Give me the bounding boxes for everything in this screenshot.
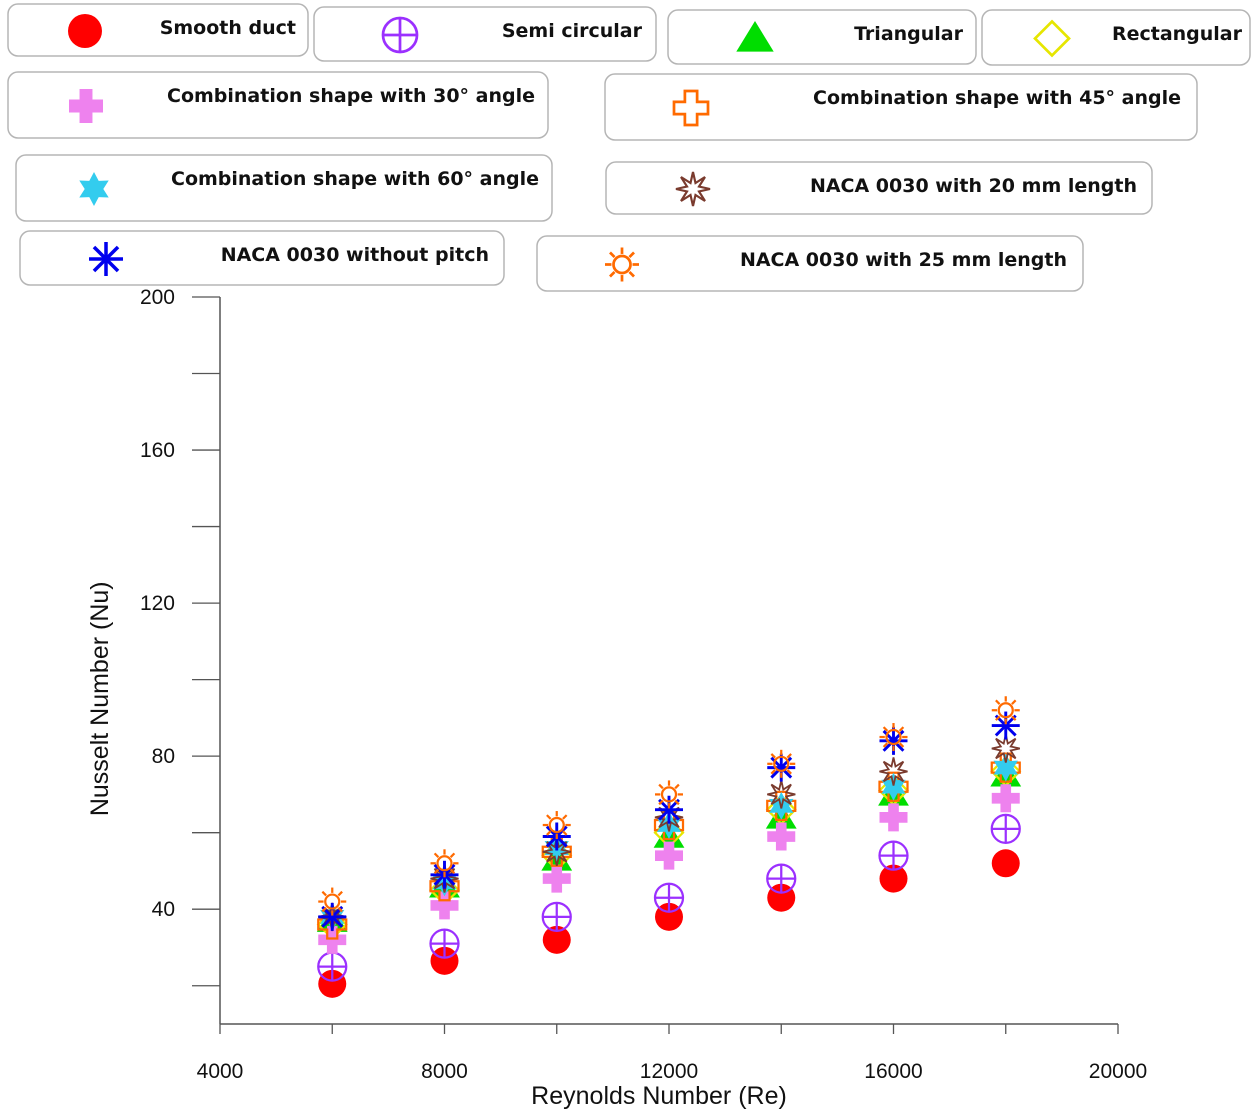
series-combination-shape-with-30-angle bbox=[318, 784, 1020, 954]
data-point bbox=[993, 753, 1018, 782]
data-point bbox=[318, 887, 347, 916]
legend-box bbox=[7, 71, 549, 139]
legend-marker bbox=[381, 16, 419, 54]
legend-item-combination-shape-with-60-angle: Combination shape with 60° angle bbox=[15, 154, 553, 222]
y-tick-label: 200 bbox=[140, 286, 175, 309]
data-point bbox=[542, 864, 571, 893]
data-point bbox=[318, 902, 347, 931]
legend-marker bbox=[1033, 19, 1071, 58]
legend-label: Smooth duct bbox=[160, 17, 296, 39]
axes: 40 80 120 160 200 4000 8000 12000 16000 20000 Reyn… bbox=[86, 286, 1147, 1109]
data-point bbox=[879, 723, 908, 752]
legend-item-rectangular: Rectangular bbox=[981, 9, 1251, 66]
legend-item-triangular: Triangular bbox=[667, 9, 977, 65]
data-point bbox=[655, 795, 683, 824]
data-point bbox=[653, 882, 685, 913]
legend-box bbox=[605, 161, 1153, 215]
legend-marker bbox=[69, 89, 103, 123]
legend-item-naca-0030-with-20-mm-length: NACA 0030 with 20 mm length bbox=[605, 161, 1153, 215]
data-point bbox=[879, 803, 908, 832]
data-point bbox=[879, 757, 908, 786]
legend-marker bbox=[89, 242, 123, 276]
data-point bbox=[766, 863, 797, 894]
data-point bbox=[878, 840, 909, 871]
legend-marker bbox=[736, 21, 774, 52]
x-tick-label: 12000 bbox=[640, 1060, 698, 1083]
data-point bbox=[991, 734, 1020, 763]
data-point bbox=[542, 811, 571, 840]
legend-item-combination-shape-with-30-angle: Combination shape with 30° angle bbox=[7, 71, 549, 139]
legend-label: NACA 0030 without pitch bbox=[221, 244, 489, 266]
legend-item-naca-0030-without-pitch: NACA 0030 without pitch bbox=[19, 230, 505, 286]
legend-marker bbox=[605, 247, 639, 282]
data-point bbox=[542, 925, 571, 954]
legend-label: NACA 0030 with 25 mm length bbox=[740, 249, 1067, 271]
legend-box bbox=[536, 235, 1084, 292]
data-point bbox=[767, 822, 796, 851]
data-point bbox=[430, 946, 459, 975]
legend-marker bbox=[79, 172, 109, 206]
legend-label: Combination shape with 60° angle bbox=[171, 168, 539, 190]
legend-item-semi-circular: Semi circular bbox=[313, 6, 657, 62]
data-point bbox=[541, 901, 572, 932]
data-point bbox=[655, 841, 683, 870]
data-point bbox=[655, 780, 683, 809]
y-tick-label: 80 bbox=[152, 745, 175, 768]
x-tick-label: 8000 bbox=[421, 1060, 468, 1083]
legend-box bbox=[15, 154, 553, 222]
data-point bbox=[767, 749, 796, 778]
legend-label: Semi circular bbox=[502, 20, 643, 42]
series-naca-0030-with-25-mm-length bbox=[318, 696, 1020, 916]
y-axis-title: Nusselt Number (Nu) bbox=[86, 581, 114, 816]
plot-area bbox=[316, 696, 1022, 998]
legend-item-combination-shape-with-45-angle: Combination shape with 45° angle bbox=[604, 73, 1198, 141]
legend-label: NACA 0030 with 20 mm length bbox=[810, 175, 1137, 197]
y-tick-label: 160 bbox=[140, 439, 175, 462]
data-point bbox=[318, 925, 347, 954]
legend-label: Rectangular bbox=[1112, 23, 1243, 45]
data-point bbox=[654, 803, 684, 832]
data-point bbox=[991, 849, 1020, 878]
legend-box bbox=[19, 230, 505, 286]
series-smooth-duct bbox=[318, 849, 1020, 998]
data-point bbox=[991, 784, 1020, 813]
data-point bbox=[318, 969, 347, 998]
data-point bbox=[991, 696, 1020, 725]
x-tick-label: 16000 bbox=[864, 1060, 922, 1083]
legend: Smooth duct Semi circular Triangular Rectan… bbox=[7, 3, 1251, 292]
data-point bbox=[767, 780, 796, 809]
legend-item-smooth-duct: Smooth duct bbox=[7, 3, 309, 57]
x-tick-label: 4000 bbox=[197, 1060, 244, 1083]
legend-label: Triangular bbox=[854, 23, 964, 45]
legend-marker bbox=[675, 171, 711, 207]
data-point bbox=[881, 772, 906, 801]
x-tick-label: 20000 bbox=[1089, 1060, 1147, 1083]
data-point bbox=[430, 891, 459, 920]
y-tick-label: 120 bbox=[140, 592, 175, 615]
data-point bbox=[656, 811, 682, 839]
data-point bbox=[991, 711, 1020, 740]
data-point bbox=[542, 837, 572, 867]
series-semi-circular bbox=[317, 813, 1021, 982]
legend-marker bbox=[68, 14, 102, 48]
legend-marker bbox=[672, 89, 710, 127]
y-tick-label: 40 bbox=[152, 898, 175, 921]
x-axis-title: Reynolds Number (Re) bbox=[531, 1082, 787, 1109]
data-point bbox=[429, 928, 460, 959]
data-point bbox=[879, 864, 908, 893]
data-point bbox=[430, 849, 459, 878]
data-point bbox=[317, 951, 348, 982]
data-point bbox=[990, 813, 1021, 844]
legend-item-naca-0030-with-25-mm-length: NACA 0030 with 25 mm length bbox=[536, 235, 1084, 292]
legend-label: Combination shape with 30° angle bbox=[167, 85, 535, 107]
legend-label: Combination shape with 45° angle bbox=[813, 87, 1181, 109]
legend-box bbox=[604, 73, 1198, 141]
